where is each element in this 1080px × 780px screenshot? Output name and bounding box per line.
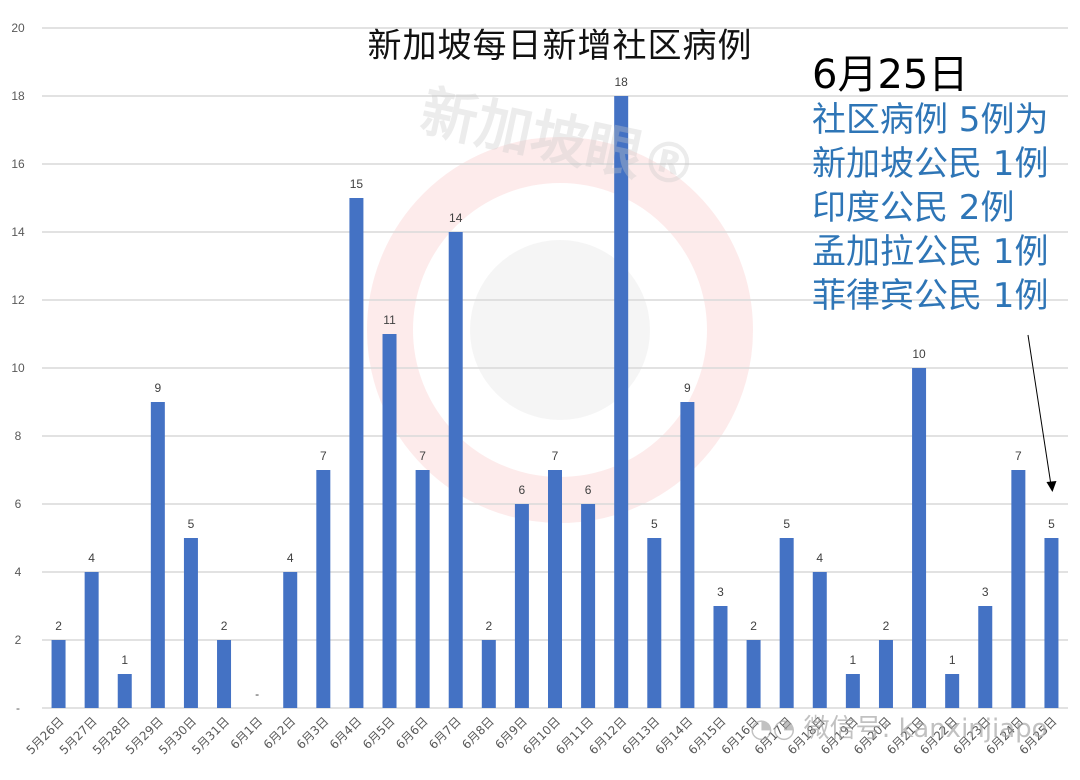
bar-value-label: 18 <box>615 75 629 89</box>
bar-value-label: 6 <box>519 483 526 497</box>
bar <box>812 572 827 708</box>
bar-value-label: 2 <box>750 619 757 633</box>
y-tick-label: 8 <box>15 429 22 443</box>
annotation-box: 6月25日 社区病例 5例为 新加坡公民 1例 印度公民 2例 孟加拉公民 1例… <box>812 52 1048 318</box>
x-tick-label: 6月5日 <box>360 714 398 752</box>
bar <box>945 674 960 708</box>
bar <box>382 334 397 708</box>
bar <box>1044 538 1059 708</box>
bar-value-label: 2 <box>485 619 492 633</box>
x-tick-label: 6月3日 <box>294 714 332 752</box>
wechat-icon: ◔◔ <box>750 714 804 744</box>
bar-value-label: 14 <box>449 211 463 225</box>
bar <box>845 674 860 708</box>
bar <box>183 538 198 708</box>
watermark-logo-center <box>470 240 650 420</box>
bar-value-label: 5 <box>1048 517 1055 531</box>
bar <box>746 640 761 708</box>
wechat-watermark: ◔◔ 微信号: kanxinjiapo <box>750 714 1048 744</box>
y-tick-label: 6 <box>15 497 22 511</box>
annotation-arrow <box>1027 334 1052 489</box>
x-tick-label: 6月6日 <box>393 714 431 752</box>
bar <box>581 504 596 708</box>
x-tick-label: 6月2日 <box>261 714 299 752</box>
y-tick-label: 16 <box>11 157 25 171</box>
bar-value-label: 7 <box>552 449 559 463</box>
bar-value-label: 2 <box>221 619 228 633</box>
bar-value-label: 10 <box>912 347 926 361</box>
bar <box>51 640 66 708</box>
bar <box>978 606 993 708</box>
y-tick-label: 2 <box>15 633 22 647</box>
bar <box>614 96 629 708</box>
bar <box>448 232 463 708</box>
annotation-date: 6月25日 <box>812 52 969 98</box>
bar-value-label: 6 <box>585 483 592 497</box>
bar-value-label: 9 <box>154 381 161 395</box>
bar <box>548 470 562 708</box>
y-tick-label: - <box>16 701 20 715</box>
bar-value-label: 4 <box>88 551 95 565</box>
bar-value-label: 5 <box>783 517 790 531</box>
bar-value-label: 2 <box>55 619 62 633</box>
y-tick-label: 14 <box>11 225 25 239</box>
bar <box>150 402 165 708</box>
y-tick-label: 4 <box>15 565 22 579</box>
bar <box>283 572 298 708</box>
bar <box>713 606 728 708</box>
annotation-line: 社区病例 5例为 <box>812 100 1049 140</box>
bar <box>217 640 232 708</box>
bar-value-label: 1 <box>850 653 857 667</box>
annotation-line: 菲律宾公民 1例 <box>812 276 1049 316</box>
bar <box>647 538 662 708</box>
bar-value-label: 9 <box>684 381 691 395</box>
annotation-line: 新加坡公民 1例 <box>812 144 1049 184</box>
bar-value-label: - <box>255 687 259 701</box>
bar <box>1011 470 1026 708</box>
annotation-line: 印度公民 2例 <box>812 188 1015 228</box>
chart-title: 新加坡每日新增社区病例 <box>367 26 753 66</box>
bar <box>878 640 893 708</box>
bar <box>349 198 364 708</box>
annotation-line: 孟加拉公民 1例 <box>812 232 1049 272</box>
x-tick-label: 6月1日 <box>228 714 266 752</box>
y-tick-label: 18 <box>11 89 25 103</box>
bar-value-label: 1 <box>949 653 956 667</box>
bar-value-label: 5 <box>651 517 658 531</box>
bar <box>481 640 496 708</box>
bar <box>415 470 430 708</box>
bar-value-label: 3 <box>717 585 724 599</box>
bar-value-label: 15 <box>350 177 364 191</box>
bar <box>316 470 331 708</box>
bar <box>680 402 695 708</box>
y-tick-label: 20 <box>11 21 25 35</box>
bar-value-label: 2 <box>883 619 890 633</box>
bar-value-label: 5 <box>188 517 195 531</box>
y-tick-label: 12 <box>11 293 25 307</box>
x-tick-label: 6月7日 <box>426 714 464 752</box>
bar-value-label: 3 <box>982 585 989 599</box>
bar <box>779 538 794 708</box>
bar <box>514 504 529 708</box>
bar <box>912 368 927 708</box>
bar <box>84 572 99 708</box>
bar-value-label: 11 <box>383 313 396 327</box>
arrowhead-icon <box>1046 481 1057 492</box>
x-tick-label: 6月8日 <box>459 714 497 752</box>
bar-value-label: 7 <box>1015 449 1022 463</box>
bar-value-label: 1 <box>121 653 128 667</box>
y-tick-label: 10 <box>11 361 25 375</box>
bar-value-label: 4 <box>816 551 823 565</box>
bar-value-label: 4 <box>287 551 294 565</box>
x-tick-label: 6月4日 <box>327 714 365 752</box>
bar <box>117 674 132 708</box>
bar-value-label: 7 <box>320 449 327 463</box>
bar-value-label: 7 <box>419 449 426 463</box>
